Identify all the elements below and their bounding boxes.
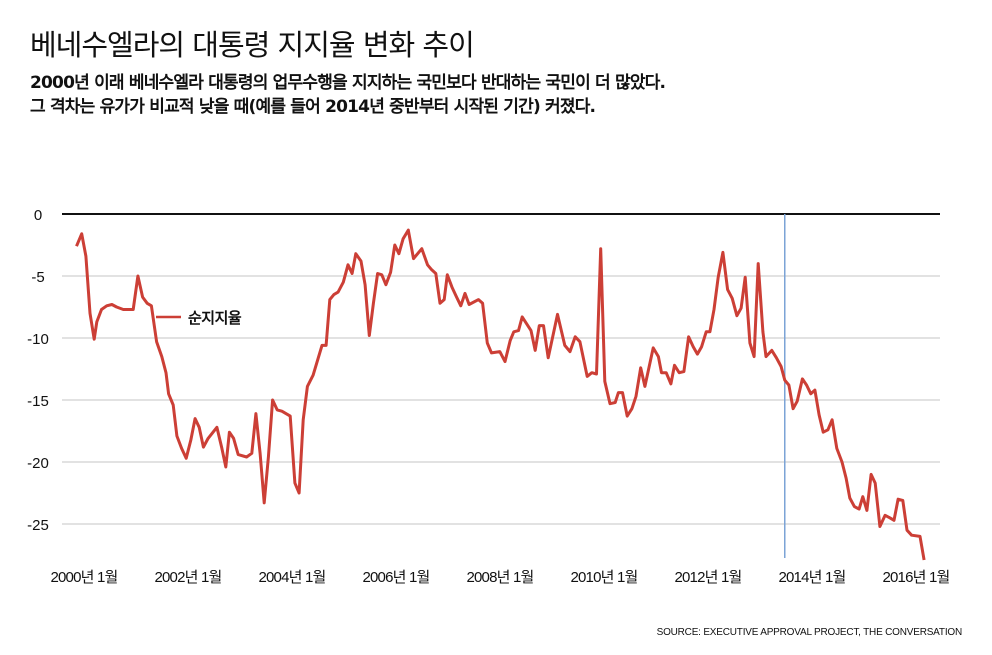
- y-axis-ticks: 0 -5 -10 -15 -20 -25: [27, 207, 49, 534]
- subtitle-line-2: 그 격차는 유가가 비교적 낮을 때(예를 들어 2014년 중반부터 시작된 …: [30, 97, 596, 117]
- y-tick-label: -15: [27, 393, 49, 410]
- subtitle-line-1: 2000년 이래 베네수엘라 대통령의 업무수행을 지지하는 국민보다 반대하는…: [30, 73, 666, 93]
- source-note: SOURCE: EXECUTIVE APPROVAL PROJECT, THE …: [656, 627, 963, 638]
- y-tick-label: -10: [27, 331, 49, 348]
- legend: 순지지율: [156, 309, 242, 327]
- x-axis-ticks: 2000년 1월 2002년 1월 2004년 1월 2006년 1월 2008년 1월…: [50, 569, 950, 586]
- x-tick-label: 2016년 1월: [882, 569, 949, 586]
- series-marks: [75, 214, 926, 561]
- gridlines: [62, 213, 940, 525]
- chart-title: 베네수엘라의 대통령 지지율 변화 추이: [30, 28, 475, 62]
- x-tick-label: 2014년 1월: [778, 569, 845, 586]
- legend-label: 순지지율: [188, 309, 242, 327]
- x-tick-label: 2004년 1월: [258, 569, 325, 586]
- x-tick-label: 2010년 1월: [570, 569, 637, 586]
- x-tick-label: 2006년 1월: [362, 569, 429, 586]
- y-tick-label: -25: [27, 517, 49, 534]
- x-tick-label: 2002년 1월: [154, 569, 221, 586]
- y-tick-label: -20: [27, 455, 49, 472]
- y-tick-label: 0: [34, 207, 42, 224]
- x-tick-label: 2008년 1월: [466, 569, 533, 586]
- y-tick-label: -5: [31, 269, 44, 286]
- x-tick-label: 2000년 1월: [50, 569, 117, 586]
- x-tick-label: 2012년 1월: [674, 569, 741, 586]
- series-line-net-approval: [75, 228, 926, 561]
